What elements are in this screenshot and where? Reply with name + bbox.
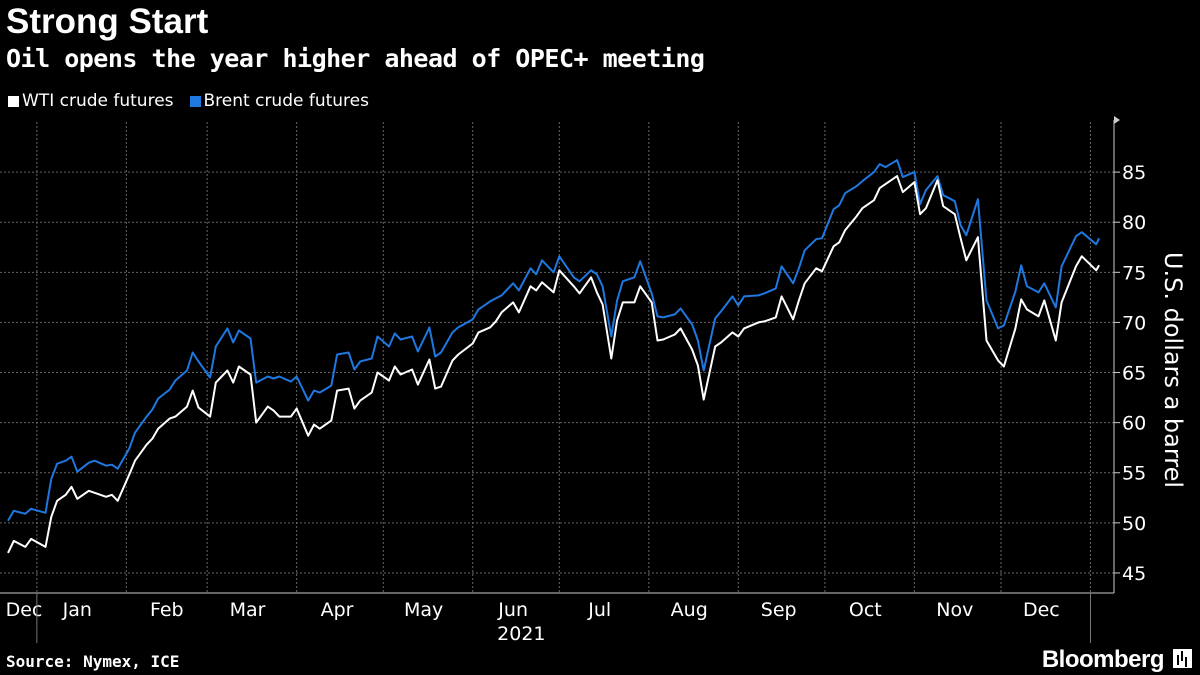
bloomberg-chart-icon xyxy=(1173,649,1192,668)
x-tick-label: Mar xyxy=(230,599,266,621)
x-tick-label: Oct xyxy=(849,599,882,621)
x-tick-label: Dec xyxy=(1023,599,1060,621)
x-year-label: 2021 xyxy=(497,623,545,645)
grid-lines xyxy=(0,122,1114,593)
y-tick-label: 80 xyxy=(1122,212,1146,234)
source-note: Source: Nymex, ICE xyxy=(6,652,180,671)
y-tick-label: 50 xyxy=(1122,513,1146,535)
y-tick-label: 75 xyxy=(1122,262,1146,284)
x-tick-label: Jan xyxy=(62,599,92,621)
x-tick-label: Sep xyxy=(761,599,797,621)
y-tick-label: 55 xyxy=(1122,463,1146,485)
series-line-wti xyxy=(7,175,1100,554)
axes: 45 50 55 60 65 70 75 80 85 Dec Jan Feb Mar Apr May Jun J… xyxy=(0,116,1187,645)
bloomberg-logo: Bloomberg xyxy=(1041,646,1165,673)
series-line-brent xyxy=(7,159,1101,522)
legend-label-brent: Brent crude futures xyxy=(203,91,369,111)
legend-swatch-wti xyxy=(8,95,19,107)
x-tick-label: Dec xyxy=(6,599,43,621)
chart-subtitle: Oil opens the year higher ahead of OPEC+… xyxy=(6,44,705,73)
x-tick-label: Jun xyxy=(497,599,528,621)
series-lines xyxy=(7,159,1101,554)
chart-title: Strong Start xyxy=(6,2,209,41)
y-tick-label: 60 xyxy=(1122,413,1146,435)
x-tick-label: Jul xyxy=(587,599,611,621)
legend-label-wti: WTI crude futures xyxy=(22,91,174,111)
x-tick-label: Aug xyxy=(671,599,708,621)
y-tick-label: 70 xyxy=(1122,312,1146,334)
x-tick-label: Apr xyxy=(321,599,354,621)
y-axis-arrow xyxy=(1114,116,1120,124)
y-tick-label: 85 xyxy=(1122,162,1146,184)
legend: WTI crude futures Brent crude futures xyxy=(8,91,369,111)
y-axis-label: U.S. dollars a barrel xyxy=(1159,252,1187,488)
y-tick-label: 65 xyxy=(1122,363,1146,385)
y-tick-label: 45 xyxy=(1122,563,1146,585)
legend-item-brent: Brent crude futures xyxy=(189,91,369,111)
legend-item-wti: WTI crude futures xyxy=(8,91,174,111)
x-tick-label: Feb xyxy=(150,599,184,621)
x-tick-label: May xyxy=(404,599,443,621)
x-tick-label: Nov xyxy=(936,599,973,621)
legend-swatch-brent xyxy=(189,95,201,107)
